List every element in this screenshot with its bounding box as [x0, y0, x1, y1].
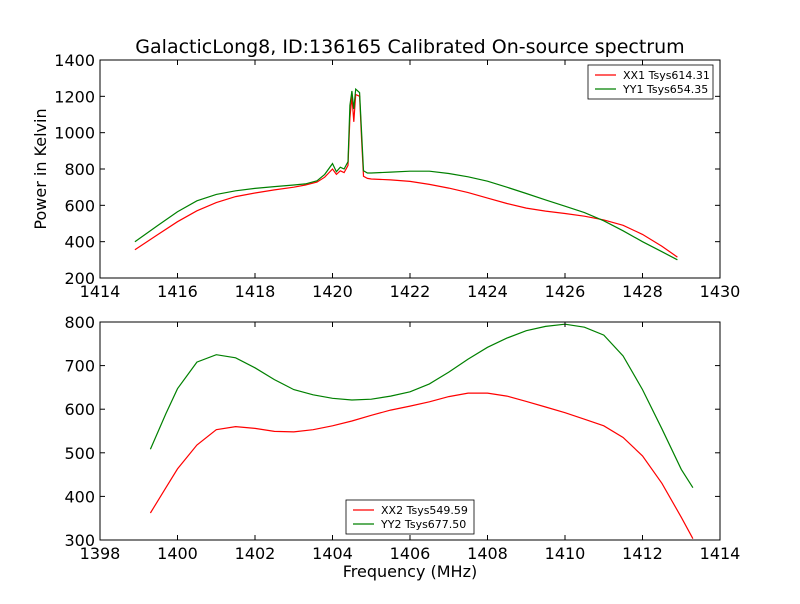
series-line-top-1 [134, 93, 678, 258]
chart-panel-top: 1414 1416 1418 1420 1422 1424 1426 1428 1430 200 4… [54, 51, 740, 301]
y-tick-label-bottom: 400 [64, 487, 95, 506]
y-tick-label-bottom: 500 [64, 444, 95, 463]
x-tick-label-bottom: 1404 [312, 544, 353, 563]
chart-panel-bottom: 1398 1400 1402 1404 1406 1408 1410 1412 1414 300 4… [64, 313, 740, 563]
x-axis-label: Frequency (MHz) [343, 562, 477, 581]
x-tick-label-bottom: 1398 [80, 544, 121, 563]
series-line-top-2 [134, 87, 678, 261]
y-tick-label-bottom: 600 [64, 400, 95, 419]
legend-label-top-1: XX1 Tsys614.31 [623, 69, 710, 82]
x-tick-label-bottom: 1412 [622, 544, 663, 563]
x-tick-label-top: 1416 [157, 282, 198, 301]
y-tick-label-top: 800 [64, 160, 95, 179]
x-tick-label-bottom: 1414 [700, 544, 741, 563]
x-tick-label-bottom: 1408 [467, 544, 508, 563]
chart-title: GalacticLong8, ID:136165 Calibrated On-s… [135, 36, 684, 58]
y-tick-label-bottom: 300 [64, 531, 95, 550]
y-tick-label-top: 600 [64, 196, 95, 215]
series-line-bottom-2 [149, 323, 694, 489]
y-tick-label-bottom: 800 [64, 313, 95, 332]
x-tick-label-bottom: 1400 [157, 544, 198, 563]
series-line-bottom-1 [149, 392, 694, 539]
x-tick-label-bottom: 1410 [545, 544, 586, 563]
x-tick-label-top: 1420 [312, 282, 353, 301]
legend-box-bottom [345, 499, 475, 535]
legend-label-bottom-1: XX2 Tsys549.59 [381, 504, 468, 517]
x-tick-label-top: 1424 [467, 282, 508, 301]
x-tick-label-top: 1430 [700, 282, 741, 301]
x-tick-label-top: 1422 [390, 282, 431, 301]
x-tick-label-bottom: 1406 [390, 544, 431, 563]
legend-box-top [587, 64, 714, 100]
y-tick-label-top: 200 [64, 269, 95, 288]
x-tick-label-top: 1418 [235, 282, 276, 301]
y-tick-label-top: 1200 [54, 87, 95, 106]
x-tick-label-top: 1414 [80, 282, 121, 301]
x-tick-label-bottom: 1402 [235, 544, 276, 563]
x-tick-label-top: 1426 [545, 282, 586, 301]
x-tick-label-top: 1428 [622, 282, 663, 301]
y-axis-label: Power in Kelvin [31, 108, 50, 229]
y-tick-label-top: 1400 [54, 51, 95, 70]
y-tick-label-top: 400 [64, 233, 95, 252]
legend-label-bottom-2: YY2 Tsys677.50 [380, 518, 466, 531]
legend-label-top-2: YY1 Tsys654.35 [622, 83, 708, 96]
y-tick-label-top: 1000 [54, 124, 95, 143]
y-tick-label-bottom: 700 [64, 357, 95, 376]
